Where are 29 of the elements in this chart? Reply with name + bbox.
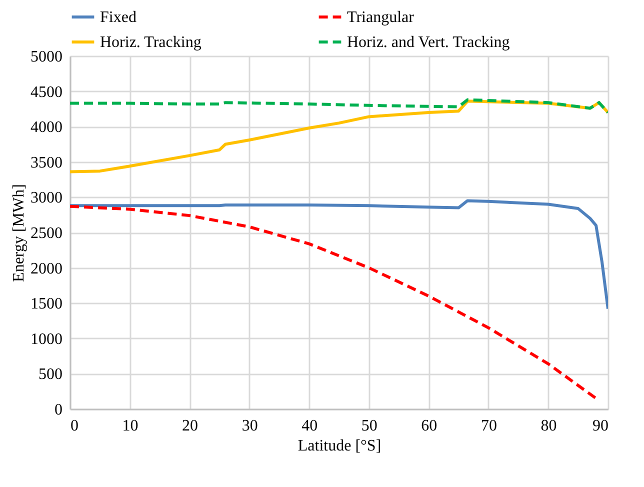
x-tick-label: 50 [361,418,378,434]
y-tick-label: 5000 [30,48,62,66]
y-axis-title: Energy [MWh] [10,184,28,282]
legend-label: Fixed [100,9,136,26]
y-tick-label: 1000 [30,330,62,348]
y-tick-label: 4000 [30,119,62,136]
x-tick-label: 30 [242,418,258,434]
y-tick-label: 2000 [30,260,62,278]
line-series [70,98,608,114]
y-tick-label: 4500 [30,84,62,101]
x-tick-label: 20 [182,418,198,434]
legend-label: Horiz. and Vert. Tracking [347,34,510,51]
y-tick-label: 1500 [30,296,62,313]
y-tick-label: 0 [54,402,62,418]
y-tick-label: 3500 [30,154,62,172]
x-tick-label: 10 [122,418,138,434]
y-tick-label: 2500 [30,225,62,242]
x-tick-label: 0 [70,418,78,434]
x-tick-label: 70 [480,418,497,434]
y-tick-label: 3000 [30,190,62,207]
x-tick-label: 80 [540,418,557,434]
y-tick-label: 500 [38,366,62,384]
line-series [70,199,608,310]
x-tick-label: 90 [592,418,608,434]
x-axis-title: Latitude [°S] [298,438,382,454]
legend-label: Horiz. Tracking [100,34,202,51]
legend-label: Triangular [347,9,415,26]
x-tick-label: 40 [302,418,318,434]
x-tick-label: 60 [421,418,438,434]
